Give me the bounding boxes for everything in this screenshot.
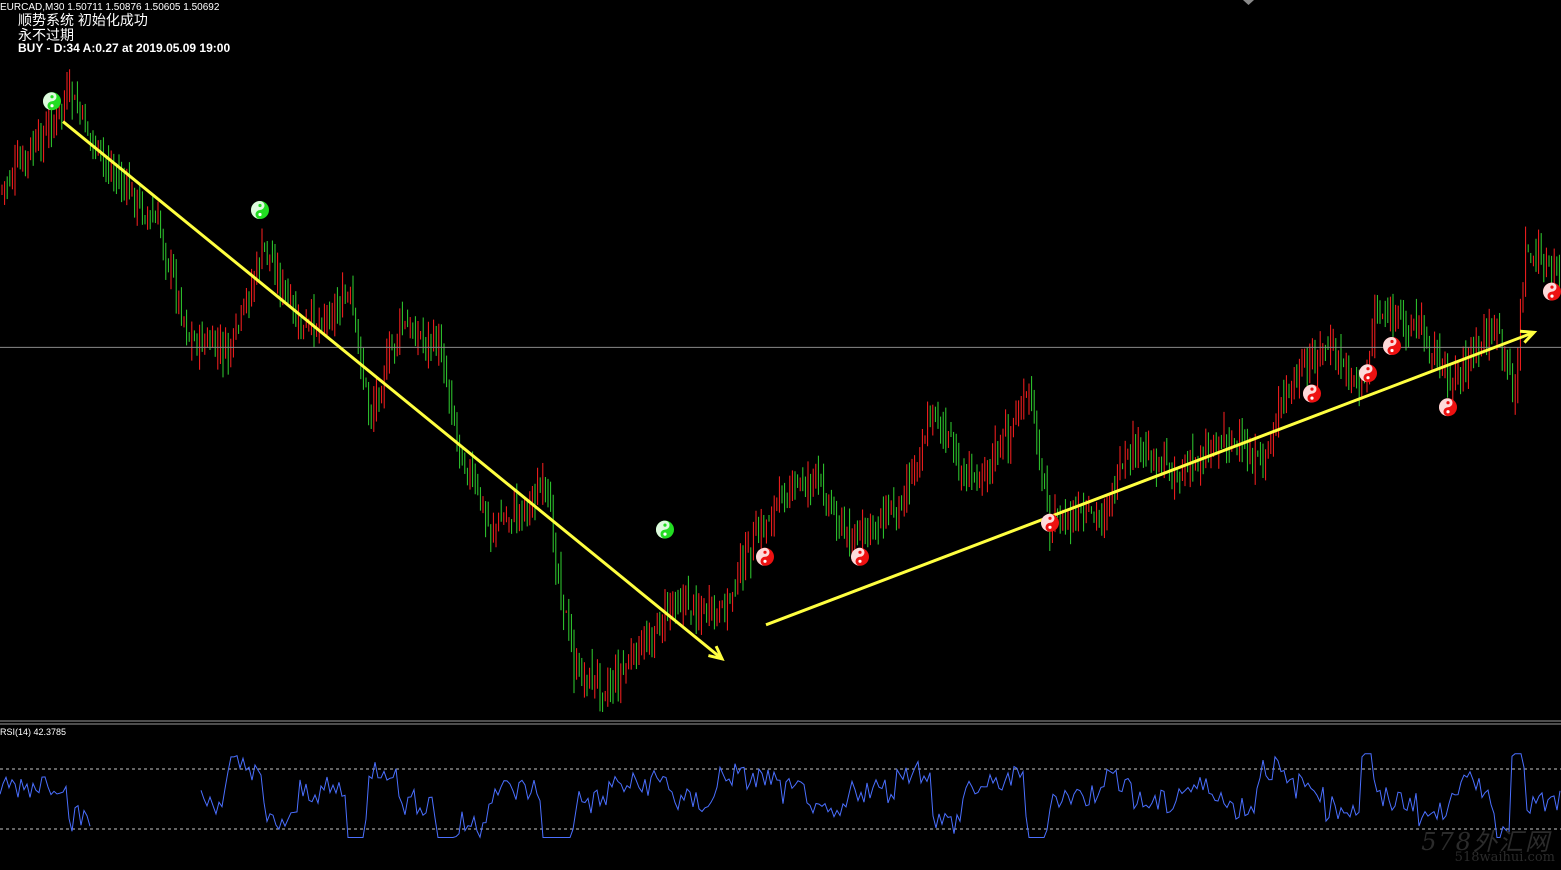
- signal-markers: [43, 92, 1561, 566]
- buy-signal-icon: [851, 547, 869, 566]
- trend-arrow-up: [765, 330, 1535, 627]
- trend-arrows: [62, 120, 1538, 661]
- system-status: 顺势系统 初始化成功: [18, 12, 148, 28]
- arrow-head-icon: [708, 645, 725, 661]
- buy-signal-icon: [1041, 513, 1059, 532]
- buy-signal-icon: [1543, 282, 1561, 301]
- buy-signal-icon: [1383, 337, 1401, 355]
- watermark-site: 518waihui.com: [1454, 850, 1555, 865]
- candle-series: [1, 69, 1560, 713]
- buy-signal-icon: [1359, 364, 1377, 383]
- signal-info: BUY - D:34 A:0.27 at 2019.05.09 19:00: [18, 41, 231, 55]
- rsi-line: [0, 753, 1561, 839]
- watermark-logo: 578外汇网: [1421, 828, 1551, 856]
- scroll-marker-icon[interactable]: [1243, 0, 1254, 5]
- sell-signal-icon: [43, 92, 61, 111]
- arrow-head-icon: [1519, 329, 1538, 344]
- symbol-info: EURCAD,M30 1.50711 1.50876 1.50605 1.506…: [0, 2, 220, 13]
- rsi-indicator-label: RSI(14) 42.3785: [0, 727, 67, 737]
- expiry-status: 永不过期: [18, 27, 74, 43]
- buy-signal-icon: [1303, 384, 1321, 403]
- sell-signal-icon: [251, 201, 269, 219]
- buy-signal-icon: [1439, 398, 1457, 417]
- trend-arrow-down: [62, 120, 723, 660]
- sell-signal-icon: [656, 520, 674, 539]
- buy-signal-icon: [756, 547, 774, 566]
